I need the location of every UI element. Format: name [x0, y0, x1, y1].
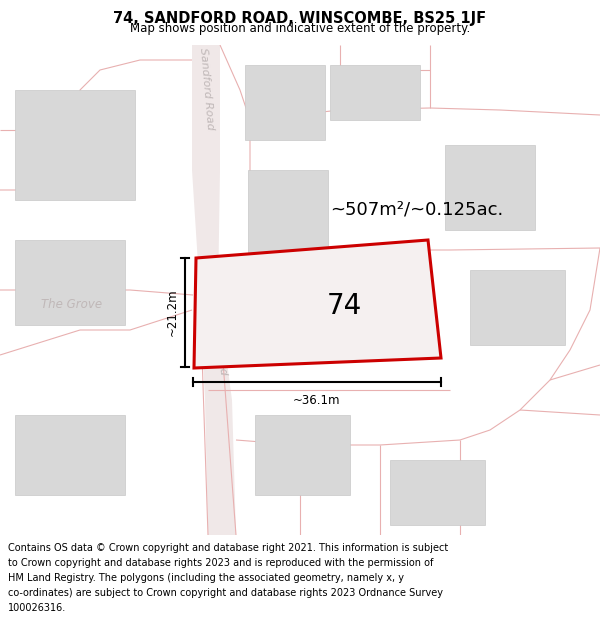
Text: The Grove: The Grove	[41, 299, 103, 311]
Bar	[248, 170, 328, 280]
Text: to Crown copyright and database rights 2023 and is reproduced with the permissio: to Crown copyright and database rights 2…	[8, 558, 433, 568]
Bar	[445, 145, 535, 230]
Polygon shape	[200, 295, 236, 535]
Bar	[330, 65, 420, 120]
Bar	[15, 415, 125, 495]
Text: co-ordinates) are subject to Crown copyright and database rights 2023 Ordnance S: co-ordinates) are subject to Crown copyr…	[8, 588, 443, 598]
Bar	[15, 240, 125, 325]
Bar	[245, 65, 325, 140]
Bar	[390, 460, 485, 525]
Text: Sandford Road: Sandford Road	[211, 292, 229, 375]
Bar	[15, 90, 135, 200]
Text: ~507m²/~0.125ac.: ~507m²/~0.125ac.	[330, 201, 503, 219]
Text: HM Land Registry. The polygons (including the associated geometry, namely x, y: HM Land Registry. The polygons (includin…	[8, 573, 404, 583]
Polygon shape	[192, 45, 220, 295]
Text: ~36.1m: ~36.1m	[293, 394, 341, 407]
Text: Sandford Road: Sandford Road	[199, 47, 215, 130]
Polygon shape	[194, 240, 441, 368]
Text: Contains OS data © Crown copyright and database right 2021. This information is : Contains OS data © Crown copyright and d…	[8, 543, 448, 553]
Bar	[470, 270, 565, 345]
Text: ~21.2m: ~21.2m	[166, 289, 179, 336]
Text: 74: 74	[327, 292, 362, 320]
Text: 74, SANDFORD ROAD, WINSCOMBE, BS25 1JF: 74, SANDFORD ROAD, WINSCOMBE, BS25 1JF	[113, 11, 487, 26]
Text: Map shows position and indicative extent of the property.: Map shows position and indicative extent…	[130, 22, 470, 35]
Text: 100026316.: 100026316.	[8, 603, 66, 613]
Bar	[255, 415, 350, 495]
